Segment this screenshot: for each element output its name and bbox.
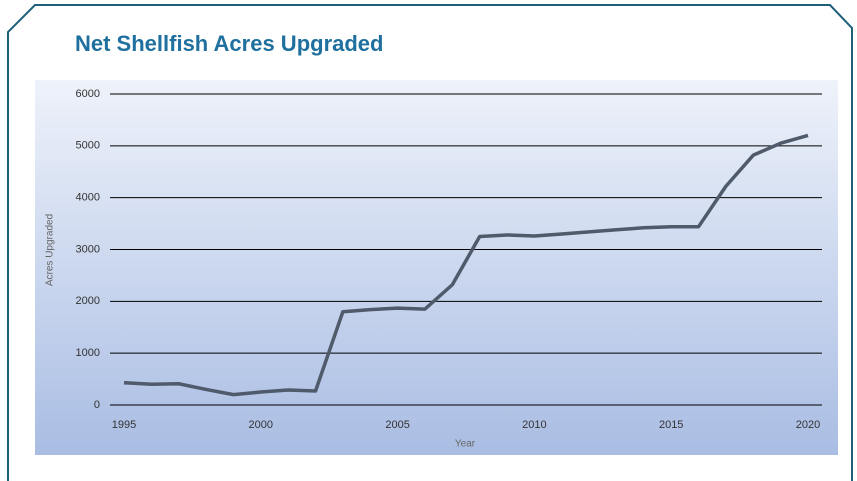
x-tick-label: 2015	[659, 419, 683, 431]
data-line	[123, 133, 809, 397]
x-tick-label: 2020	[796, 419, 820, 431]
x-tick-label: 2010	[522, 419, 546, 431]
y-tick-label: 2000	[76, 295, 100, 307]
y-tick-label: 1000	[76, 347, 100, 359]
chart-area	[35, 80, 838, 455]
frame	[7, 4, 853, 481]
x-tick-label: 2005	[385, 419, 409, 431]
x-tick-label: 2000	[249, 419, 273, 431]
y-tick-label: 6000	[76, 88, 100, 100]
y-tick-label: 3000	[76, 243, 100, 255]
y-tick-label: 0	[94, 399, 100, 411]
chart-title: Net Shellfish Acres Upgraded	[75, 31, 383, 56]
y-tick-label: 5000	[76, 140, 100, 152]
x-tick-label: 1995	[112, 419, 136, 431]
y-axis-label: Acres Upgraded	[45, 214, 56, 286]
x-axis-label: Year	[455, 439, 476, 450]
y-tick-label: 4000	[76, 192, 100, 204]
